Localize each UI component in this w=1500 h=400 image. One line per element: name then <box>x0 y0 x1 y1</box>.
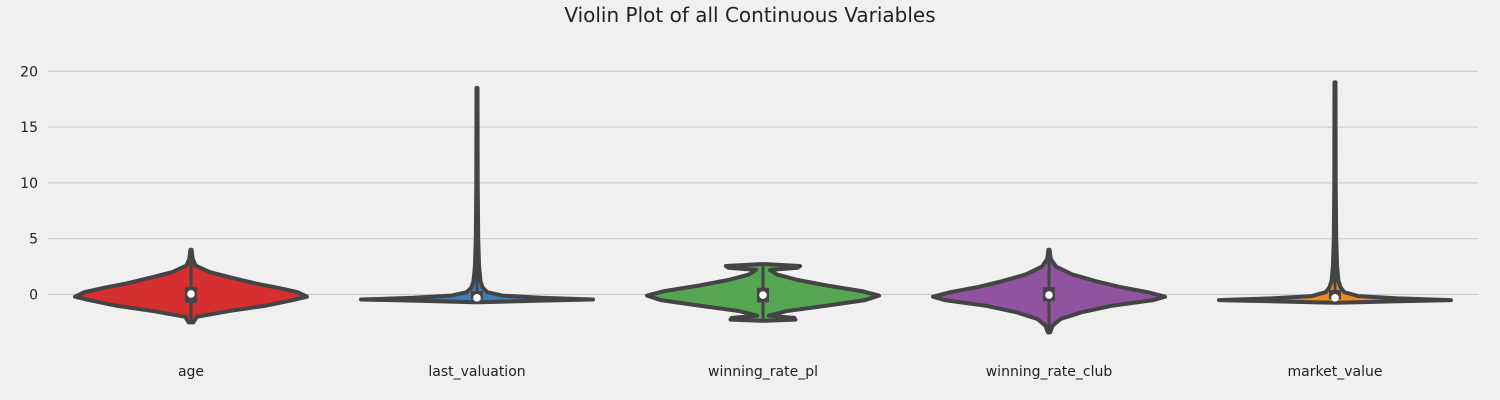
violin-median <box>759 291 767 299</box>
y-tick-label: 20 <box>20 64 38 80</box>
chart-title: Violin Plot of all Continuous Variables <box>564 3 935 27</box>
violin-winning-rate-pl <box>645 262 881 323</box>
x-tick-labels: age last_valuation winning_rate_pl winning_… <box>178 364 1383 380</box>
y-tick-label: 0 <box>29 287 38 303</box>
violin-median <box>473 294 481 302</box>
violins <box>73 80 1453 335</box>
violin-age <box>73 247 309 325</box>
x-tick-label: winning_rate_club <box>986 364 1113 380</box>
y-tick-label: 5 <box>29 232 38 248</box>
violin-median <box>1045 291 1053 299</box>
x-tick-label: winning_rate_pl <box>708 364 818 380</box>
violin-winning-rate-club <box>931 247 1167 335</box>
violin-median <box>1331 294 1339 302</box>
gridlines <box>48 70 1478 296</box>
violin-median <box>187 290 195 298</box>
violin-market-value <box>1217 80 1453 305</box>
y-tick-label: 15 <box>20 120 38 136</box>
x-tick-label: market_value <box>1288 364 1383 380</box>
y-tick-label: 10 <box>20 176 38 192</box>
violin-last-valuation <box>359 86 595 305</box>
y-tick-labels: 0 5 10 15 20 <box>20 64 38 303</box>
x-tick-label: age <box>178 364 204 380</box>
x-tick-label: last_valuation <box>428 364 525 380</box>
